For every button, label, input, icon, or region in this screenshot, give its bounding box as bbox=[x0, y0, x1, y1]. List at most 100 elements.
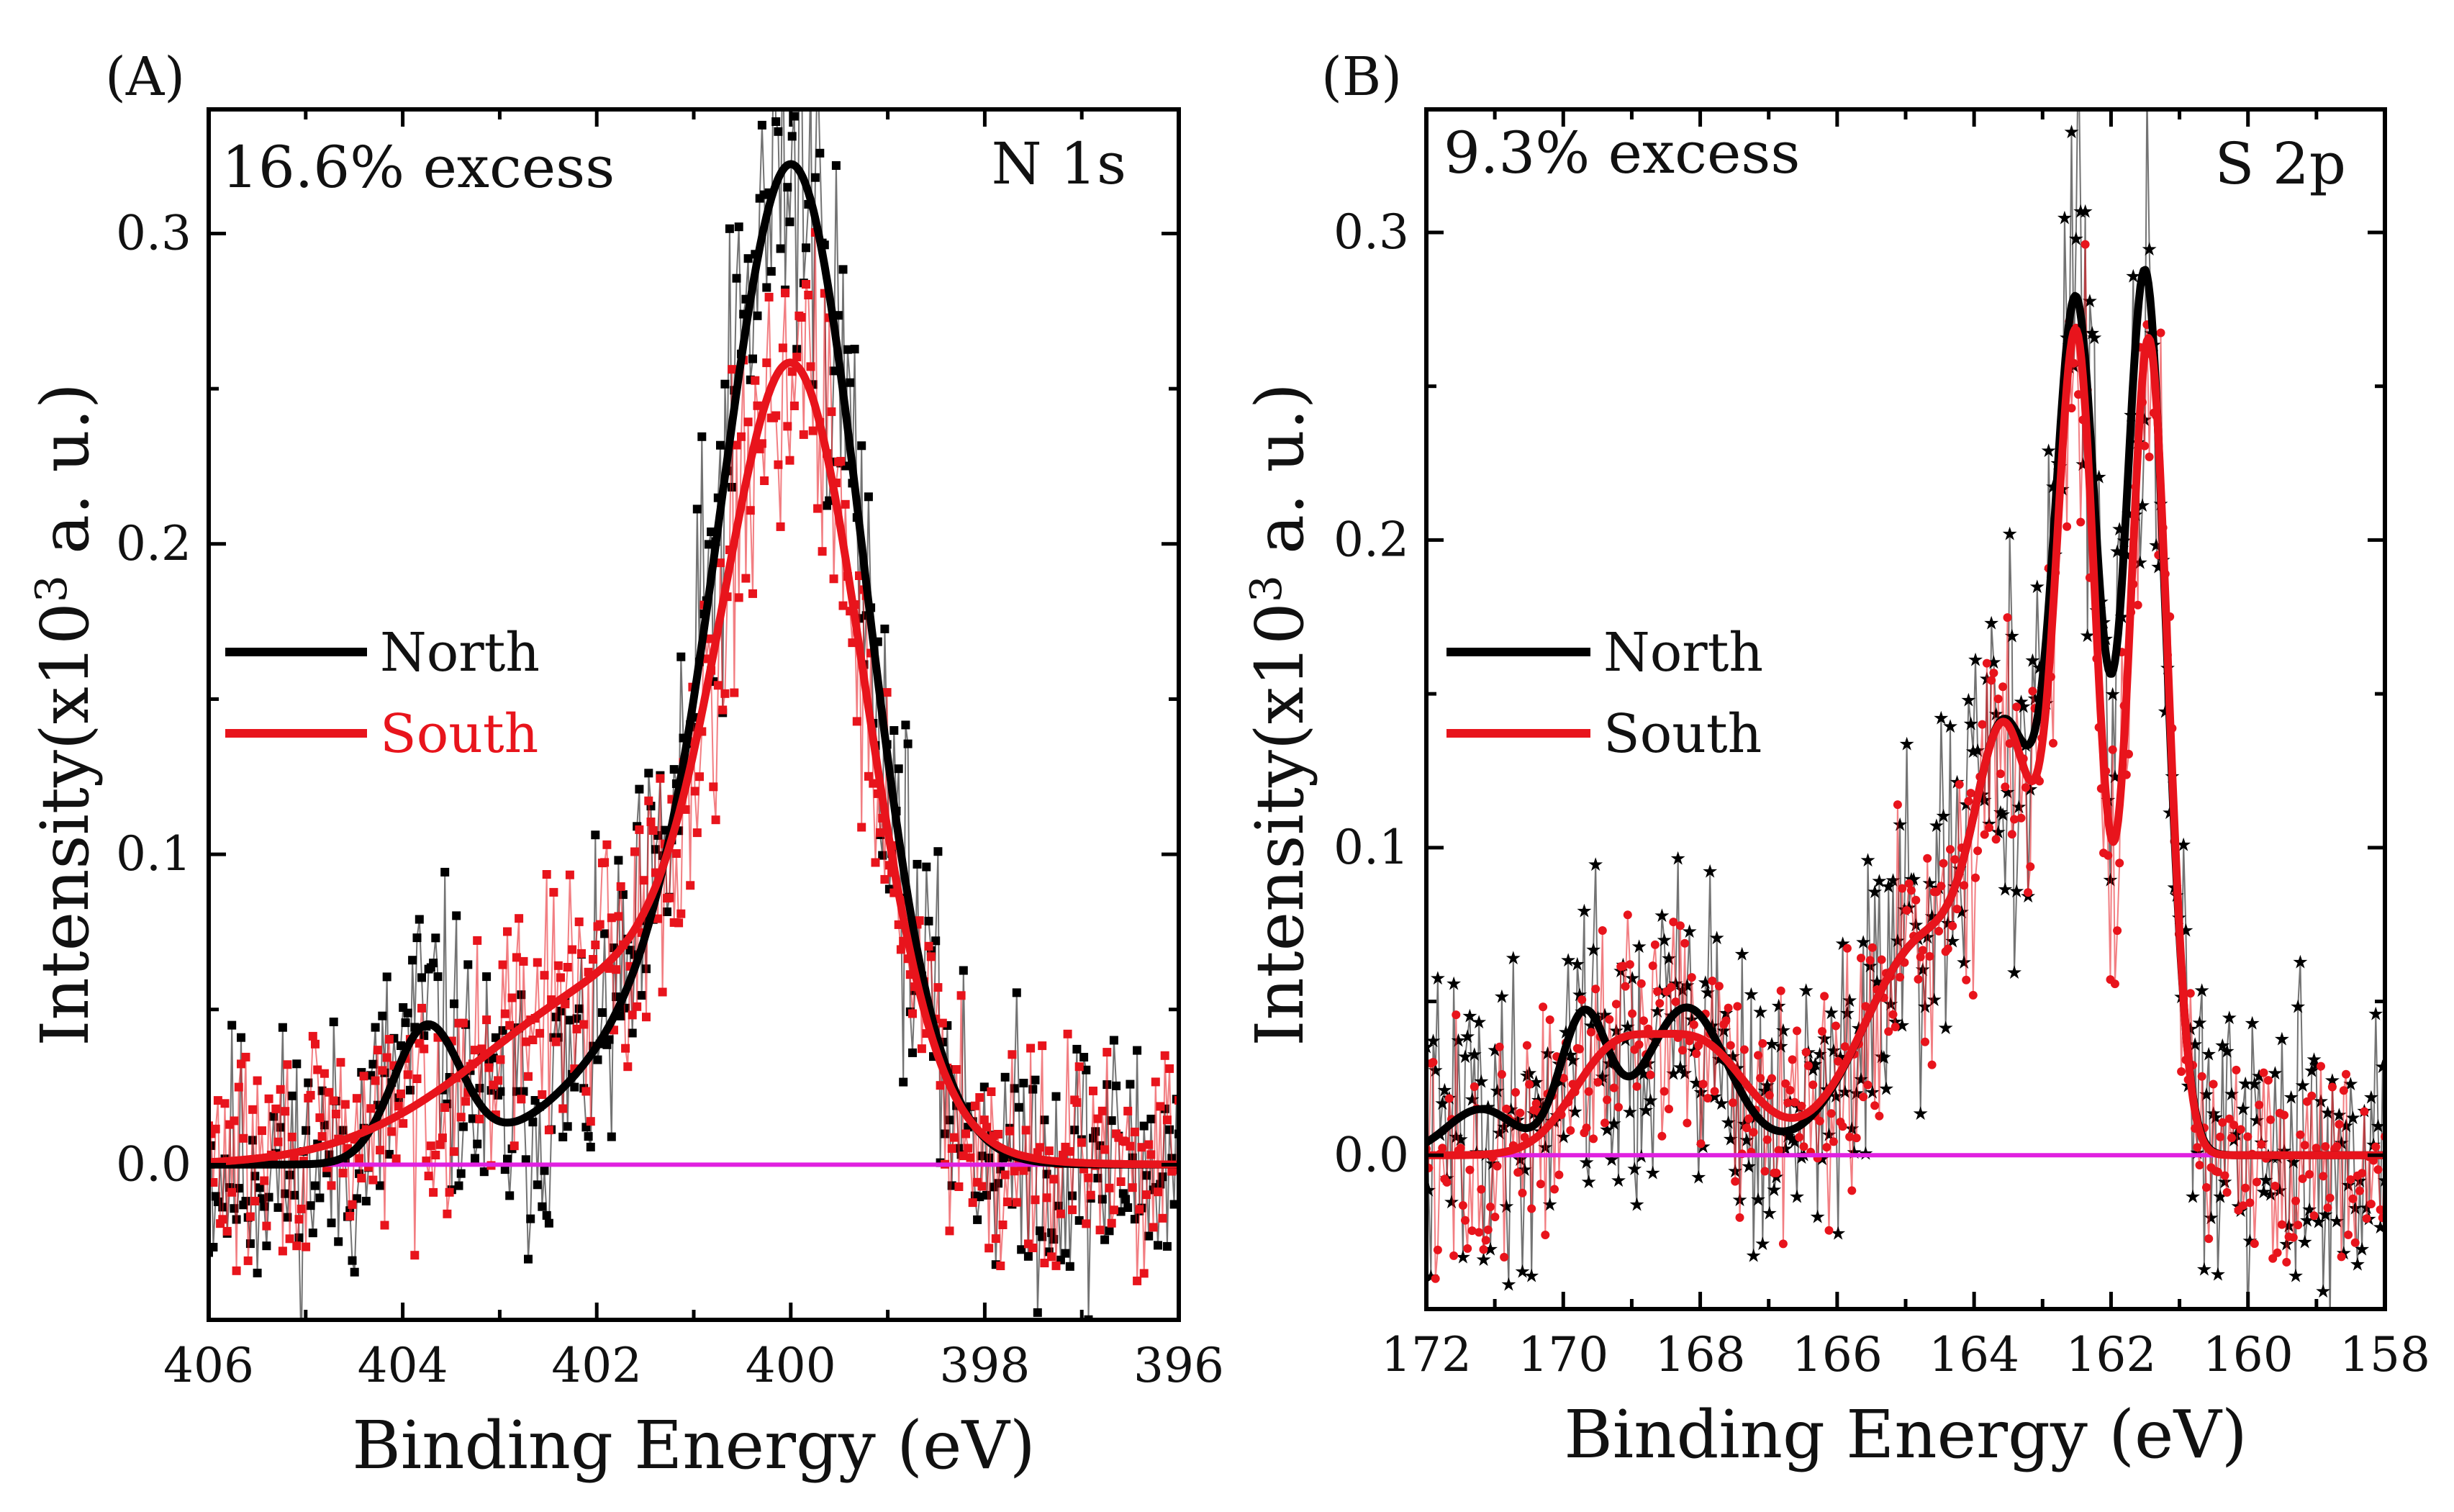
data-point-south bbox=[2358, 1169, 2367, 1178]
data-point-south bbox=[1044, 1146, 1054, 1156]
fit-curve-south bbox=[209, 358, 1179, 1169]
panel-a-x-axis-title: Binding Energy (eV) bbox=[352, 1407, 1036, 1484]
data-point-south bbox=[949, 1133, 959, 1142]
data-point-north: ★ bbox=[2083, 323, 2100, 345]
data-point-north: ★ bbox=[1793, 1147, 1810, 1169]
data-point-north: ★ bbox=[1638, 1100, 1654, 1122]
data-point-south bbox=[674, 918, 684, 928]
data-point-south bbox=[331, 1110, 340, 1118]
data-point-south bbox=[602, 840, 612, 849]
data-point-south bbox=[248, 1105, 258, 1114]
data-point-south bbox=[241, 1052, 250, 1061]
data-point-north bbox=[281, 1189, 290, 1198]
data-point-south bbox=[998, 1221, 1008, 1229]
data-point-south bbox=[1669, 918, 1678, 927]
data-point-south bbox=[359, 1072, 368, 1081]
data-point-north: ★ bbox=[1578, 1152, 1595, 1174]
data-point-south bbox=[732, 440, 741, 450]
data-point-north: ★ bbox=[1505, 948, 1521, 969]
data-point-south bbox=[1840, 1042, 1849, 1051]
data-point-north bbox=[1142, 1171, 1151, 1180]
y-tick-label: 0.1 bbox=[1334, 820, 1409, 875]
data-point-north: ★ bbox=[1983, 613, 2000, 635]
data-point-north bbox=[496, 1087, 505, 1096]
data-point-south bbox=[612, 965, 621, 974]
data-point-south bbox=[718, 705, 728, 715]
data-point-south bbox=[1692, 1049, 1701, 1059]
data-point-south bbox=[2204, 1234, 2214, 1244]
data-point-south bbox=[565, 870, 574, 879]
x-tick-label: 404 bbox=[358, 1338, 448, 1393]
data-point-south bbox=[1632, 1082, 1642, 1091]
data-point-north: ★ bbox=[2363, 1087, 2379, 1109]
data-point-south bbox=[1906, 886, 1916, 895]
data-point-south bbox=[533, 958, 542, 967]
data-point-south bbox=[542, 870, 551, 879]
data-point-south bbox=[648, 826, 658, 835]
data-point-north: ★ bbox=[1755, 1233, 1771, 1255]
data-point-north: ★ bbox=[1830, 1223, 1847, 1244]
data-point-south bbox=[1442, 1177, 1452, 1187]
data-point-south bbox=[2332, 1142, 2342, 1151]
data-point-south bbox=[2010, 815, 2019, 824]
data-point-south bbox=[630, 847, 639, 856]
data-point-south bbox=[1978, 720, 1987, 729]
data-point-north: ★ bbox=[1839, 1002, 1855, 1024]
data-point-south bbox=[751, 376, 760, 385]
data-point-south bbox=[591, 941, 600, 949]
panel-b-y-axis-title-sup: 3 bbox=[1241, 575, 1292, 602]
data-point-north: ★ bbox=[1745, 1245, 1762, 1267]
x-tick-label: 158 bbox=[2340, 1327, 2430, 1382]
data-point-north bbox=[614, 856, 623, 865]
data-point-north: ★ bbox=[1462, 1005, 1478, 1027]
data-point-north bbox=[922, 862, 931, 872]
data-point-north: ★ bbox=[1855, 932, 1872, 954]
data-point-south bbox=[2007, 830, 2016, 839]
data-point-south bbox=[818, 547, 827, 556]
data-point-south bbox=[2344, 1230, 2353, 1239]
data-point-south bbox=[484, 1063, 494, 1072]
y-tick-label: 0.3 bbox=[116, 206, 191, 261]
data-point-south bbox=[841, 499, 850, 509]
data-point-north: ★ bbox=[1466, 1044, 1482, 1066]
data-point-south bbox=[1625, 960, 1634, 969]
panel-a-legend: North South bbox=[225, 622, 540, 765]
data-point-north: ★ bbox=[1994, 805, 2011, 826]
data-point-south bbox=[473, 936, 482, 945]
data-point-south bbox=[1744, 1114, 1754, 1123]
data-point-north bbox=[857, 441, 866, 451]
data-point-south bbox=[852, 717, 861, 726]
data-point-north: ★ bbox=[2009, 881, 2025, 902]
data-point-north: ★ bbox=[1866, 882, 1883, 903]
data-point-north bbox=[334, 1237, 343, 1246]
data-point-north bbox=[843, 345, 852, 354]
data-point-south bbox=[1989, 669, 1998, 678]
data-point-north: ★ bbox=[1766, 1180, 1783, 1201]
data-point-north: ★ bbox=[1752, 1002, 1768, 1023]
data-point-south bbox=[512, 953, 521, 962]
data-point-south bbox=[836, 456, 846, 466]
data-point-north bbox=[262, 1241, 271, 1251]
data-point-south bbox=[1808, 1080, 1818, 1090]
data-point-south bbox=[2238, 1201, 2247, 1210]
data-point-south bbox=[357, 1174, 366, 1183]
data-point-south bbox=[757, 439, 766, 448]
data-point-south bbox=[2145, 452, 2154, 461]
data-point-south bbox=[2241, 1183, 2250, 1192]
data-point-south bbox=[987, 1087, 996, 1096]
x-tick-label: 402 bbox=[551, 1338, 642, 1393]
data-point-south bbox=[1867, 943, 1877, 952]
x-tick-label: 160 bbox=[2203, 1327, 2294, 1382]
data-point-north bbox=[704, 540, 713, 549]
data-point-north bbox=[311, 1181, 320, 1190]
data-point-south bbox=[2202, 1183, 2211, 1192]
data-point-south bbox=[1151, 1077, 1160, 1087]
data-point-south bbox=[1429, 1058, 1438, 1067]
data-point-south bbox=[325, 1087, 334, 1097]
data-point-south bbox=[1433, 1245, 1442, 1254]
data-point-north bbox=[908, 1048, 917, 1057]
data-point-south bbox=[1095, 1226, 1105, 1235]
data-point-north bbox=[329, 1018, 338, 1026]
data-point-south bbox=[338, 1169, 348, 1178]
data-point-north: ★ bbox=[2376, 1170, 2393, 1192]
